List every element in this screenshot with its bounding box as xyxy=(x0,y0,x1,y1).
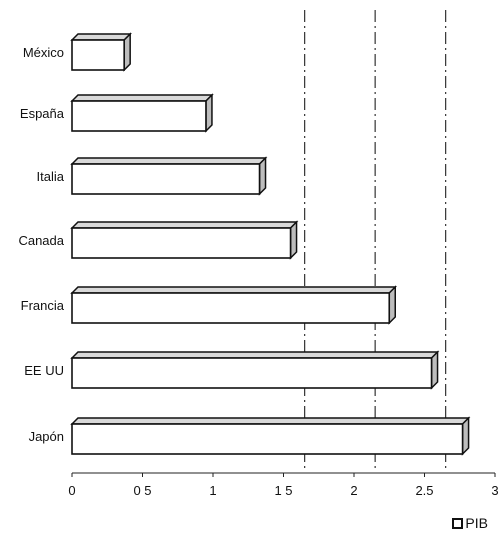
bar-side-face xyxy=(205,93,213,133)
x-tick-label: 2 xyxy=(350,483,357,498)
category-label: Francia xyxy=(21,298,65,313)
legend-swatch xyxy=(452,517,464,529)
bar-side-face xyxy=(123,32,131,72)
category-label: EE UU xyxy=(24,363,64,378)
bar-front-face xyxy=(71,100,207,132)
bar-front-face xyxy=(71,39,125,71)
bar-side-face xyxy=(430,350,439,390)
category-label: México xyxy=(23,45,64,60)
legend-label: PIB xyxy=(465,515,488,531)
x-tick-label: 0 5 xyxy=(133,483,151,498)
bar-front-face xyxy=(71,163,261,195)
bar-2 xyxy=(70,156,268,196)
category-label: Italia xyxy=(37,169,65,184)
bar-top-face xyxy=(70,221,299,229)
bar-top-face xyxy=(70,417,471,425)
x-axis: 0 0 5 1 1 5 2 2.5 3 xyxy=(68,472,499,498)
bar-5 xyxy=(70,350,440,390)
bar-4 xyxy=(70,285,398,325)
bar-0 xyxy=(70,32,132,72)
x-tick-label: 2.5 xyxy=(415,483,433,498)
bar-top-face xyxy=(70,157,268,165)
legend: PIB xyxy=(452,515,488,531)
bars xyxy=(70,32,471,456)
bar-front-face xyxy=(71,292,391,324)
bar-top-face xyxy=(70,33,132,41)
bar-front-face xyxy=(71,357,433,389)
bar-side-face xyxy=(388,285,396,325)
bar-side-face xyxy=(461,416,470,456)
bar-1 xyxy=(70,93,214,133)
x-tick-label: 1 5 xyxy=(274,483,292,498)
bar-top-face xyxy=(70,94,214,102)
x-tick-label: 1 xyxy=(209,483,216,498)
bar-side-face xyxy=(258,156,267,196)
bar-side-face xyxy=(289,220,298,260)
x-tick-label: 0 xyxy=(68,483,75,498)
bar-6 xyxy=(70,416,471,456)
bar-front-face xyxy=(71,227,292,259)
reference-lines xyxy=(304,10,447,471)
category-label: España xyxy=(20,106,65,121)
category-labels: México España Italia Canada Francia EE UU Japó… xyxy=(18,45,64,444)
bar-front-face xyxy=(71,423,464,455)
bar-3 xyxy=(70,220,299,260)
category-label: Japón xyxy=(29,429,64,444)
x-tick-label: 3 xyxy=(491,483,498,498)
category-label: Canada xyxy=(18,233,64,248)
bar-top-face xyxy=(70,351,440,359)
bar-top-face xyxy=(70,286,398,294)
